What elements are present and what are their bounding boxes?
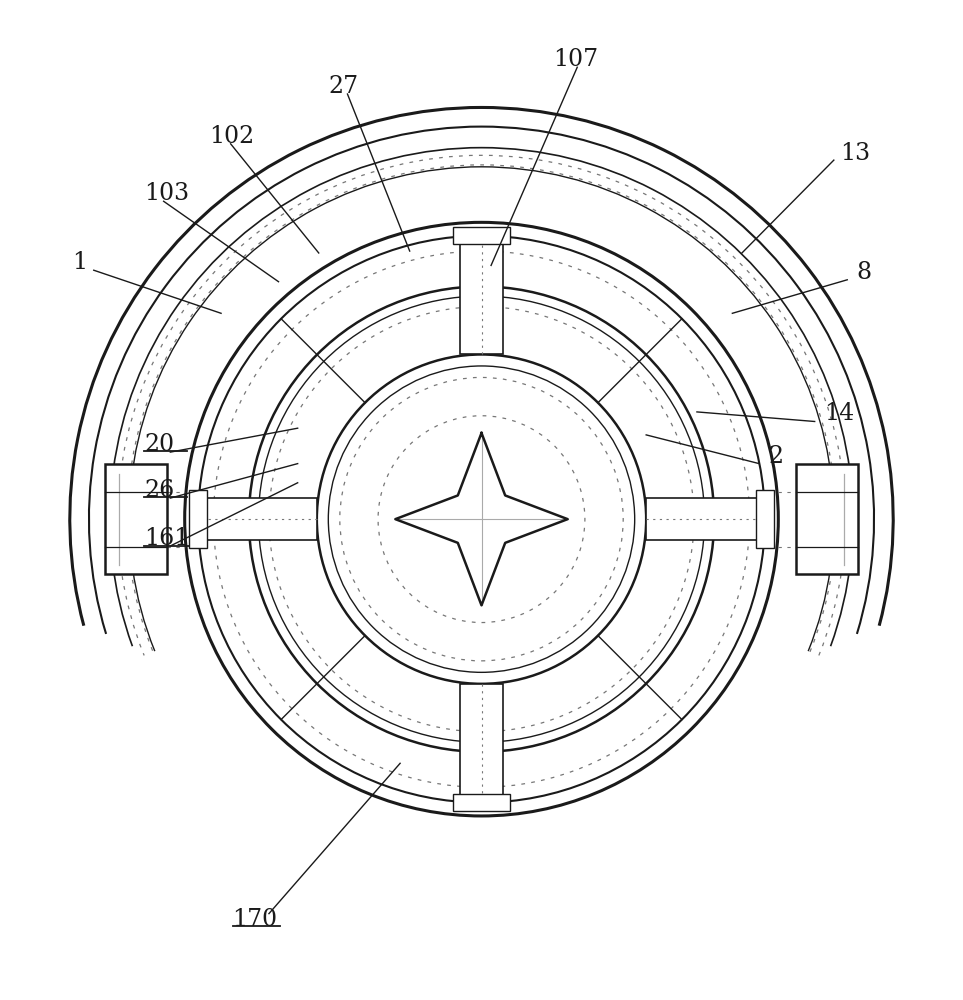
Bar (453, 227, 510, 244)
Text: 103: 103 (144, 182, 190, 205)
Bar (190, 490, 207, 548)
Text: 8: 8 (857, 261, 872, 284)
Text: 20: 20 (144, 433, 174, 456)
Bar (795, 464, 858, 574)
Bar (460, 236, 503, 354)
Text: 26: 26 (144, 479, 174, 502)
Text: 170: 170 (232, 908, 277, 931)
Text: 27: 27 (328, 75, 358, 98)
Text: 107: 107 (554, 48, 598, 71)
Text: 14: 14 (824, 402, 854, 425)
Text: 161: 161 (144, 527, 190, 550)
Bar (105, 464, 168, 574)
Bar (646, 498, 765, 540)
Text: 2: 2 (768, 445, 784, 468)
Bar (198, 498, 317, 540)
Text: 102: 102 (209, 125, 254, 148)
Bar (756, 490, 773, 548)
Text: 13: 13 (841, 142, 871, 165)
Text: 1: 1 (71, 251, 87, 274)
Bar (453, 794, 510, 811)
Bar (460, 684, 503, 803)
